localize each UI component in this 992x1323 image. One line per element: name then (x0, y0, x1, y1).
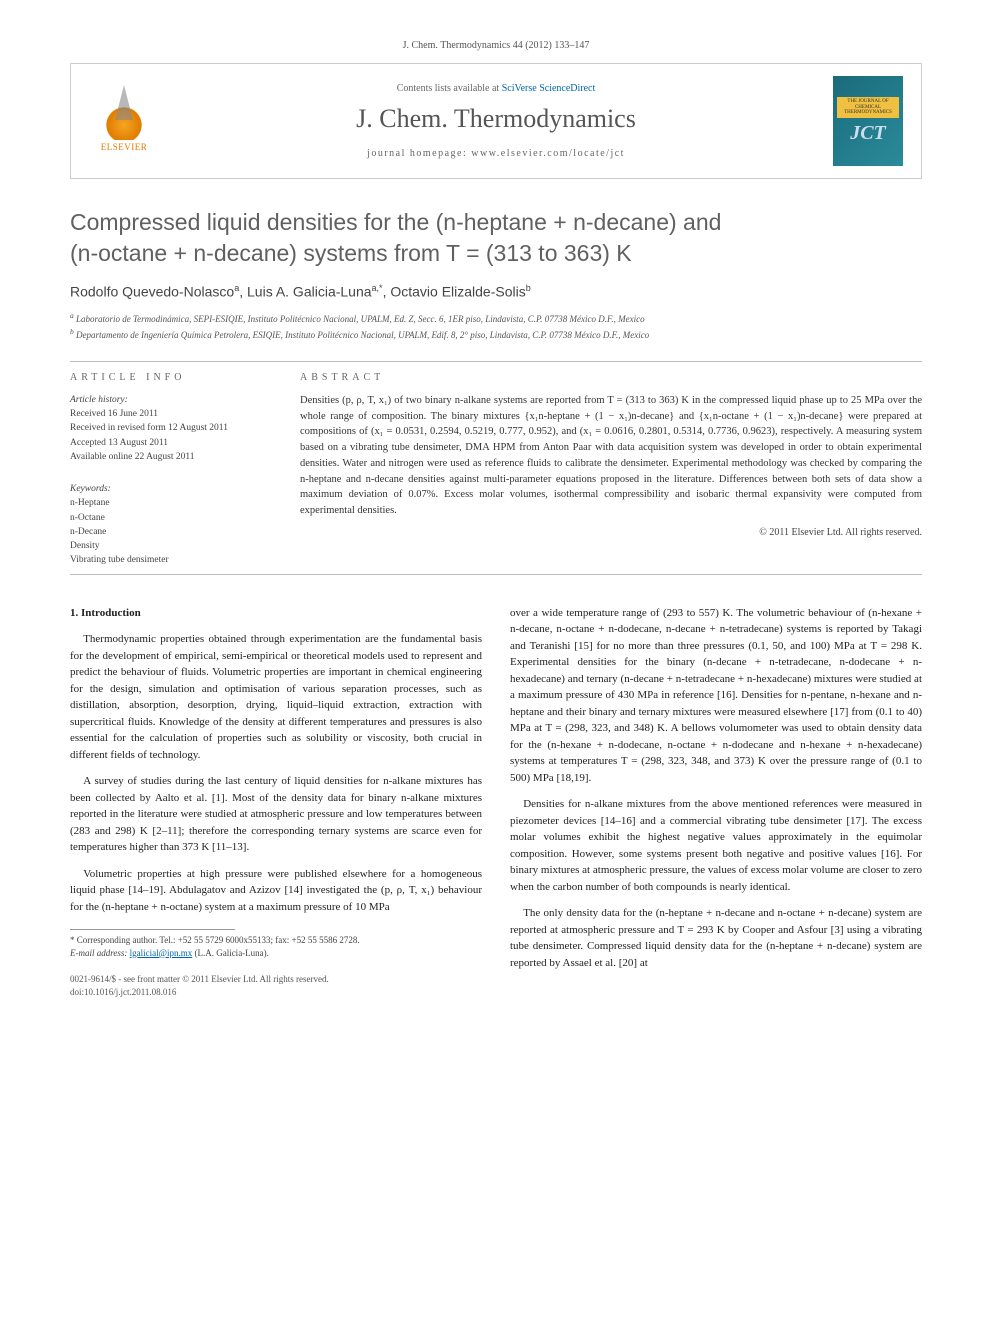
keyword-3: Density (70, 539, 270, 553)
abstract-label: ABSTRACT (300, 372, 922, 383)
sciencedirect-link[interactable]: SciVerse ScienceDirect (502, 83, 596, 94)
keyword-1: n-Octane (70, 511, 270, 525)
author-1-sup: a (234, 283, 239, 293)
author-3: Octavio Elizalde-Solis (390, 284, 525, 300)
keyword-4: Vibrating tube densimeter (70, 553, 270, 567)
citation-header: J. Chem. Thermodynamics 44 (2012) 133–14… (70, 40, 922, 51)
section-1-title: 1. Introduction (70, 605, 482, 622)
page-footer: 0021-9614/$ - see front matter © 2011 El… (70, 973, 482, 998)
intro-paragraph-5: Densities for n-alkane mixtures from the… (510, 796, 922, 895)
affiliation-b: Departamento de Ingeniería Química Petro… (76, 330, 649, 340)
author-1: Rodolfo Quevedo-Nolasco (70, 284, 234, 300)
title-line-1: Compressed liquid densities for the (n-h… (70, 209, 721, 235)
homepage-url[interactable]: www.elsevier.com/locate/jct (471, 148, 625, 159)
footnote-separator (70, 929, 235, 930)
contents-available-line: Contents lists available at SciVerse Sci… (159, 83, 833, 94)
abstract-text: Densities (p, ρ, T, x₁) of two binary n-… (300, 393, 922, 519)
intro-paragraph-6: The only density data for the (n-heptane… (510, 905, 922, 971)
publisher-logo: ELSEVIER (89, 84, 159, 159)
email-label: E-mail address: (70, 948, 130, 958)
doi-line: doi:10.1016/j.jct.2011.08.016 (70, 986, 482, 999)
publisher-label: ELSEVIER (101, 142, 148, 152)
author-2-sup: a,* (372, 283, 383, 293)
corresponding-text: * Corresponding author. Tel.: +52 55 572… (70, 934, 482, 947)
keywords-block: Keywords: n-Heptane n-Octane n-Decane De… (70, 482, 270, 568)
keyword-0: n-Heptane (70, 496, 270, 510)
contents-prefix: Contents lists available at (397, 83, 502, 94)
homepage-prefix: journal homepage: (367, 148, 471, 159)
article-info-label: ARTICLE INFO (70, 372, 270, 383)
history-revised: Received in revised form 12 August 2011 (70, 421, 270, 435)
elsevier-tree-icon (99, 90, 149, 140)
corresponding-author-footnote: * Corresponding author. Tel.: +52 55 572… (70, 934, 482, 959)
intro-paragraph-3: Volumetric properties at high pressure w… (70, 866, 482, 916)
article-history: Article history: Received 16 June 2011 R… (70, 393, 270, 464)
affiliation-a: Laboratorio de Termodinámica, SEPI-ESIQI… (76, 314, 645, 324)
cover-logo: JCT (850, 122, 886, 145)
intro-paragraph-2: A survey of studies during the last cent… (70, 773, 482, 856)
history-accepted: Accepted 13 August 2011 (70, 436, 270, 450)
journal-banner: ELSEVIER Contents lists available at Sci… (70, 63, 922, 179)
history-online: Available online 22 August 2011 (70, 450, 270, 464)
keyword-2: n-Decane (70, 525, 270, 539)
history-received: Received 16 June 2011 (70, 407, 270, 421)
cover-title: THE JOURNAL OF CHEMICAL THERMODYNAMICS (837, 97, 899, 118)
journal-cover-thumbnail: THE JOURNAL OF CHEMICAL THERMODYNAMICS J… (833, 76, 903, 166)
journal-homepage: journal homepage: www.elsevier.com/locat… (159, 148, 833, 159)
divider-bottom (70, 574, 922, 575)
intro-paragraph-4: over a wide temperature range of (293 to… (510, 605, 922, 787)
body-column-right: over a wide temperature range of (293 to… (510, 605, 922, 999)
authors-list: Rodolfo Quevedo-Nolascoa, Luis A. Galici… (70, 283, 922, 300)
author-3-sup: b (526, 283, 531, 293)
keywords-label: Keywords: (70, 482, 270, 496)
author-2: Luis A. Galicia-Luna (247, 284, 372, 300)
history-label: Article history: (70, 393, 270, 407)
body-column-left: 1. Introduction Thermodynamic properties… (70, 605, 482, 999)
journal-name: J. Chem. Thermodynamics (159, 104, 833, 134)
abstract-copyright: © 2011 Elsevier Ltd. All rights reserved… (300, 527, 922, 538)
email-suffix: (L.A. Galicia-Luna). (192, 948, 269, 958)
title-line-2: (n-octane + n-decane) systems from T = (… (70, 240, 632, 266)
intro-paragraph-1: Thermodynamic properties obtained throug… (70, 631, 482, 763)
affiliations: a Laboratorio de Termodinámica, SEPI-ESI… (70, 310, 922, 343)
issn-line: 0021-9614/$ - see front matter © 2011 El… (70, 973, 482, 986)
divider-top (70, 361, 922, 362)
corresponding-email-link[interactable]: lgalicial@ipn.mx (130, 948, 193, 958)
article-title: Compressed liquid densities for the (n-h… (70, 207, 922, 269)
